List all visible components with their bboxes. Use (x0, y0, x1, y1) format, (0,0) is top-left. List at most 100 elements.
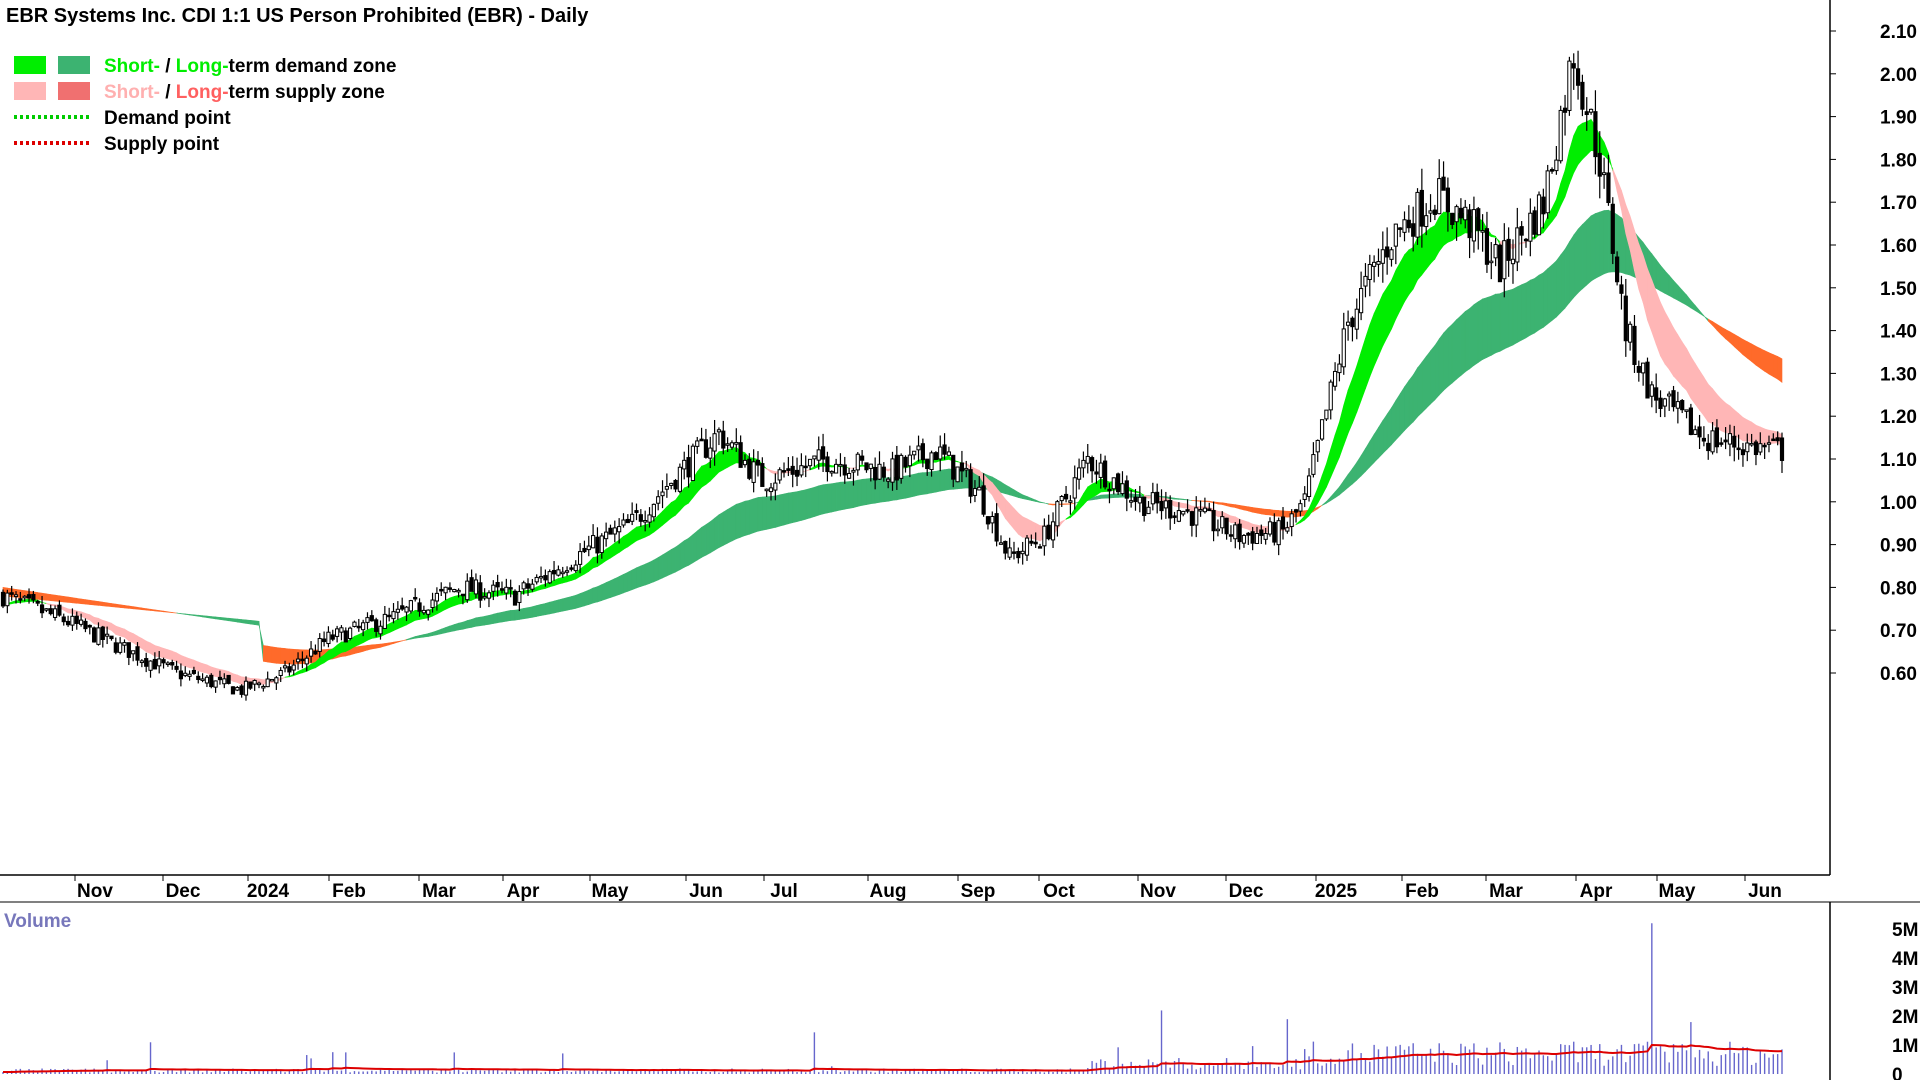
candle-body (218, 677, 221, 679)
long-term-zone-segment (98, 602, 102, 606)
long-term-zone-segment (1240, 505, 1244, 510)
long-term-zone-segment (584, 590, 588, 606)
candle-body (392, 612, 395, 619)
candle-body (1433, 210, 1436, 214)
candle-body (210, 675, 213, 686)
time-tick-label: Nov (1140, 881, 1176, 902)
long-term-zone-segment (1778, 356, 1782, 382)
candle-body (88, 625, 91, 627)
candle-body (1711, 431, 1714, 452)
short-term-zone-segment (1730, 406, 1734, 436)
candle-body (188, 674, 191, 676)
long-term-zone-segment (901, 476, 905, 499)
candle-body (266, 679, 269, 687)
long-term-zone-segment (1444, 328, 1448, 390)
candle-body (795, 470, 798, 476)
long-term-zone-segment (476, 617, 480, 626)
candle-body (1216, 529, 1219, 531)
long-term-zone-segment (1452, 320, 1456, 383)
candle-body (106, 634, 109, 636)
long-term-zone-segment (354, 647, 358, 654)
long-term-zone-segment (554, 600, 558, 613)
candle-body (1542, 197, 1545, 214)
candle-body (305, 658, 308, 664)
long-term-zone-segment (732, 504, 736, 541)
candle-body (1763, 445, 1766, 447)
candle-body (66, 621, 69, 624)
short-term-zone-segment (1743, 417, 1747, 441)
candle-body (1364, 276, 1367, 286)
candle-body (969, 470, 972, 497)
candle-body (1104, 461, 1107, 487)
short-term-zone-segment (1231, 516, 1235, 523)
candle-body (1520, 227, 1523, 236)
candle-body (1255, 533, 1258, 543)
short-term-zone-segment (168, 650, 172, 660)
long-term-zone-segment (255, 621, 259, 625)
candle-body (132, 651, 135, 654)
long-term-zone-segment (1409, 375, 1413, 426)
candle-body (1412, 224, 1415, 237)
legend-entry: Short- / Long-term demand zone (104, 56, 396, 77)
candle-body (826, 457, 829, 472)
short-term-zone-segment (723, 450, 727, 470)
short-term-zone-segment (16, 600, 20, 603)
long-term-zone-segment (1743, 339, 1747, 358)
long-term-zone-segment (1470, 305, 1474, 369)
candle-body (1529, 213, 1532, 241)
candle-body (288, 667, 291, 672)
short-term-zone-segment (1765, 429, 1769, 445)
candle-body (396, 609, 399, 612)
short-term-zone-segment (1422, 232, 1426, 275)
long-term-zone-segment (454, 623, 458, 631)
long-term-zone-segment (814, 486, 818, 517)
candle-body (1629, 324, 1632, 342)
candle-body (735, 442, 738, 444)
long-term-zone-segment (124, 605, 128, 608)
candle-body (1780, 438, 1783, 460)
long-term-zone-segment (749, 499, 753, 534)
long-term-zone-segment (511, 610, 515, 620)
short-term-zone-segment (1023, 517, 1027, 538)
long-term-zone-segment (932, 471, 936, 493)
candle-body (900, 455, 903, 478)
candle-body (162, 660, 165, 663)
short-term-zone-segment (1391, 270, 1395, 329)
long-term-zone-segment (1196, 501, 1200, 502)
long-term-zone-segment (120, 605, 124, 608)
long-term-zone-segment (1396, 394, 1400, 440)
long-term-zone-segment (1539, 273, 1543, 330)
candle-body (1290, 514, 1293, 527)
candle-body (570, 568, 573, 570)
short-term-zone-segment (1374, 304, 1378, 366)
candle-body (1737, 448, 1740, 450)
candle-body (678, 467, 681, 491)
candle-body (1299, 504, 1302, 511)
long-term-zone-segment (1478, 299, 1482, 362)
candle-body (1360, 289, 1363, 313)
price-tick-label: 1.40 (1880, 322, 1917, 343)
long-term-zone-segment (1474, 302, 1478, 366)
candle-body (1325, 410, 1328, 419)
long-term-zone-segment (806, 489, 810, 520)
candle-body (1624, 296, 1627, 341)
long-term-zone-segment (1582, 220, 1586, 289)
candle-body (1403, 220, 1406, 233)
short-term-zone-segment (1717, 394, 1721, 431)
short-term-zone-segment (129, 632, 133, 643)
candle-body (908, 455, 911, 466)
candle-body (1147, 507, 1150, 513)
short-term-zone-segment (1695, 364, 1699, 410)
long-term-zone-segment (285, 648, 289, 664)
time-tick-label: Feb (332, 881, 366, 902)
candle-body (861, 456, 864, 460)
candle-body (631, 514, 634, 521)
long-term-zone-segment (706, 522, 710, 556)
candle-body (84, 621, 87, 628)
long-term-zone-segment (962, 469, 966, 488)
candle-body (1646, 362, 1649, 398)
short-term-zone-segment (1747, 420, 1751, 442)
candle-body (1208, 509, 1211, 511)
candle-body (1286, 528, 1289, 531)
candle-body (244, 681, 247, 695)
